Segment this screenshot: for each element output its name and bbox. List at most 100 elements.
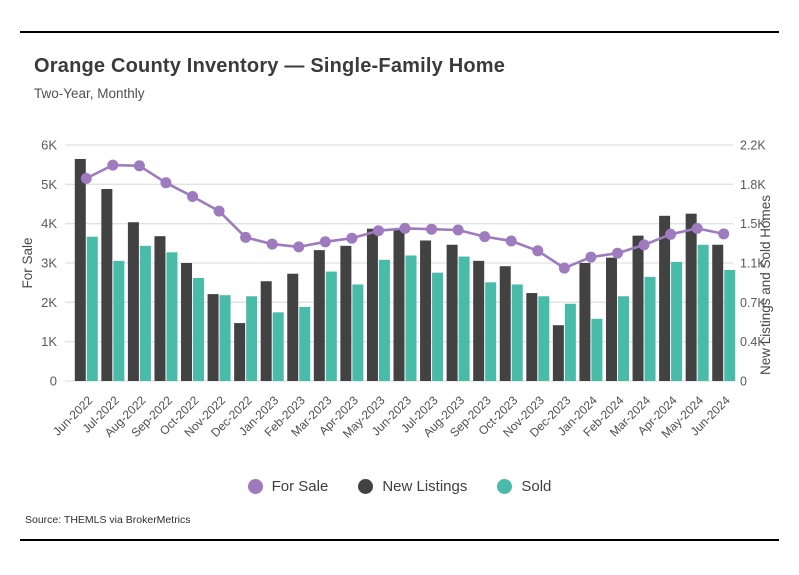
- sold-bar: [325, 271, 337, 381]
- sold-bar: [724, 269, 736, 381]
- sold-bar: [139, 245, 151, 381]
- for-sale-point: [452, 224, 464, 236]
- sold-bar: [246, 296, 258, 381]
- new-listings-bar: [632, 235, 644, 381]
- new-listings-bar: [685, 213, 697, 381]
- for-sale-point: [319, 236, 331, 248]
- sold-bar: [166, 252, 178, 381]
- sold-bar: [113, 260, 125, 381]
- sold-bar: [617, 296, 629, 381]
- for-sale-point: [611, 247, 623, 259]
- for-sale-point: [479, 231, 491, 243]
- new-listings-bar: [127, 222, 139, 381]
- for-sale-point: [532, 245, 544, 257]
- left-y-tick-label: 6K: [41, 138, 57, 153]
- for-sale-point: [80, 172, 92, 184]
- new-listings-bar: [499, 266, 511, 381]
- left-y-tick-label: 3K: [41, 256, 57, 271]
- sold-legend-dot-icon: [497, 479, 513, 494]
- top-divider: [20, 31, 779, 33]
- sold-bar: [219, 295, 231, 381]
- page-subtitle: Two-Year, Monthly: [34, 86, 145, 101]
- for-sale-point: [293, 241, 305, 253]
- for-sale-point: [213, 205, 225, 217]
- sold-bar: [193, 278, 205, 381]
- sold-bar: [432, 272, 444, 381]
- legend-label: For Sale: [271, 478, 329, 495]
- right-y-tick-label: 0.4K: [740, 335, 766, 349]
- legend-item-sold[interactable]: Sold: [497, 478, 551, 495]
- right-y-tick-label: 1.5K: [740, 217, 766, 231]
- for-sale-point: [240, 231, 252, 243]
- legend-item-for-sale[interactable]: For Sale: [247, 478, 329, 495]
- new-listings-bar: [420, 240, 432, 381]
- sold-bar: [538, 296, 550, 381]
- page-title: Orange County Inventory — Single-Family …: [34, 55, 506, 77]
- for-sale-point: [160, 177, 172, 189]
- for-sale-line: [84, 163, 726, 270]
- for-sale-point: [638, 239, 650, 251]
- right-y-tick-label: 2.2K: [740, 139, 766, 153]
- sold-bar: [485, 282, 497, 381]
- new-listings-bar: [234, 323, 246, 381]
- for-sale-point: [187, 191, 199, 202]
- chart-legend: For Sale New Listings Sold: [0, 478, 799, 495]
- for-sale-point: [718, 228, 730, 240]
- bottom-divider: [20, 539, 779, 541]
- new-listings-bar: [605, 257, 617, 381]
- new-listings-bar: [552, 325, 564, 381]
- for-sale-point: [266, 238, 278, 250]
- inventory-chart: 0 0 1K 0.4K 2K 0.7K 3K 1.1K 4K 1.5K 5K 1.8K 6K 2.2K Fo…: [20, 138, 773, 441]
- new-listings-bar: [366, 228, 378, 381]
- for-sale-point: [372, 225, 384, 237]
- new-listings-bar: [659, 215, 671, 381]
- left-y-tick-label: 4K: [41, 216, 57, 231]
- sold-bar: [299, 306, 311, 381]
- legend-item-new-listings[interactable]: New Listings: [358, 478, 467, 495]
- new-listings-bar: [526, 293, 538, 381]
- sold-bar: [564, 303, 576, 381]
- for-sale-point: [399, 222, 411, 234]
- new-listings-bar: [446, 244, 458, 381]
- left-axis-title: For Sale: [20, 237, 35, 288]
- sold-bar: [671, 261, 683, 381]
- new-listings-bar: [579, 263, 591, 381]
- sold-bar: [405, 255, 417, 381]
- for-sale-point: [505, 235, 517, 247]
- for-sale-point: [346, 232, 358, 244]
- new-listings-bar: [287, 273, 299, 381]
- new-listings-bar: [473, 260, 485, 381]
- new-listings-bar: [181, 263, 193, 381]
- new-listings-bar: [712, 244, 724, 381]
- left-y-tick-label: 5K: [41, 177, 57, 192]
- sold-bar: [86, 236, 98, 381]
- new-listings-bar: [101, 188, 113, 381]
- left-y-tick-label: 1K: [41, 334, 57, 349]
- sold-bar: [272, 312, 284, 381]
- new-listings-bar: [154, 236, 166, 381]
- legend-label: Sold: [521, 478, 552, 495]
- sold-bar: [378, 259, 390, 381]
- new-listings-bar: [393, 229, 405, 381]
- sold-bar: [644, 276, 656, 381]
- for-sale-point: [107, 159, 119, 171]
- for-sale-point: [585, 251, 597, 263]
- left-y-tick-label: 2K: [41, 295, 57, 310]
- for-sale-point: [691, 222, 703, 234]
- legend-label: New Listings: [382, 478, 468, 495]
- new-listings-bar: [74, 158, 86, 381]
- source-attribution: Source: THEMLS via BrokerMetrics: [25, 514, 191, 526]
- sold-bar: [511, 284, 523, 381]
- for-sale-point: [558, 262, 570, 274]
- left-y-tick-label: 0: [50, 374, 57, 389]
- new-listings-bar: [313, 250, 325, 381]
- sold-bar: [591, 318, 603, 381]
- right-y-tick-label: 0: [740, 375, 747, 389]
- for-sale-point: [133, 160, 145, 172]
- sold-bar: [352, 284, 364, 381]
- new-listings-legend-dot-icon: [358, 479, 374, 494]
- for-sale-point: [665, 228, 677, 240]
- right-y-tick-label: 1.1K: [740, 257, 766, 271]
- new-listings-bar: [207, 294, 219, 381]
